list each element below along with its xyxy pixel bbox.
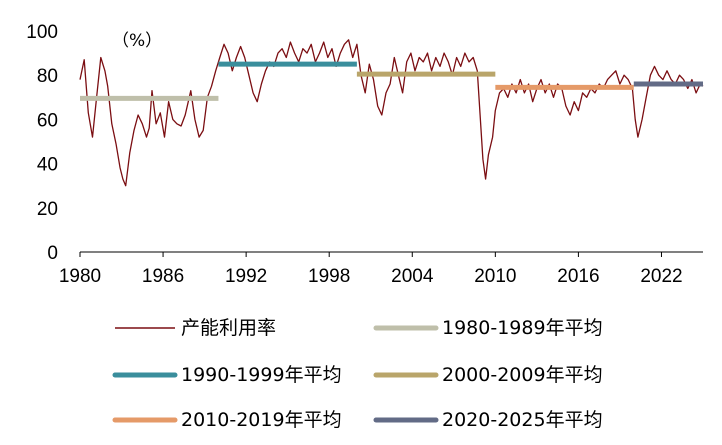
series-layer (79, 39, 704, 187)
x-tick-label: 1998 (308, 266, 350, 287)
x-tick-label: 2010 (474, 266, 516, 287)
unit-label: （%） (112, 31, 162, 51)
x-tick-label: 1980 (59, 266, 101, 287)
y-tick-label: 60 (37, 110, 58, 131)
x-tick-label: 2016 (557, 266, 599, 287)
legend-label: 2010-2019年平均 (181, 409, 342, 431)
y-tick-label: 40 (37, 155, 58, 176)
legend-label: 1980-1989年平均 (442, 317, 603, 339)
series-line-capacity-utilization (79, 39, 704, 187)
x-tick-label: 1986 (142, 266, 184, 287)
legend-label: 1990-1999年平均 (181, 364, 342, 386)
legend: 产能利用率 1980-1989年平均 1990-1999年平均 2000-2009年平… (112, 317, 603, 431)
y-tick-label: 20 (37, 199, 58, 220)
x-tick-label: 1992 (225, 266, 267, 287)
axes: 1980 1986 1992 1998 2004 2010 2016 2022 0 20 40 60 8… (26, 22, 703, 287)
y-tick-label: 0 (47, 243, 58, 264)
y-tick-label: 100 (26, 22, 58, 43)
legend-label: 产能利用率 (181, 317, 276, 339)
x-tick-label: 2004 (391, 266, 434, 287)
legend-label: 2020-2025年平均 (442, 409, 603, 431)
x-tick-label: 2022 (640, 266, 682, 287)
y-tick-label: 80 (37, 66, 58, 87)
legend-label: 2000-2009年平均 (442, 364, 603, 386)
